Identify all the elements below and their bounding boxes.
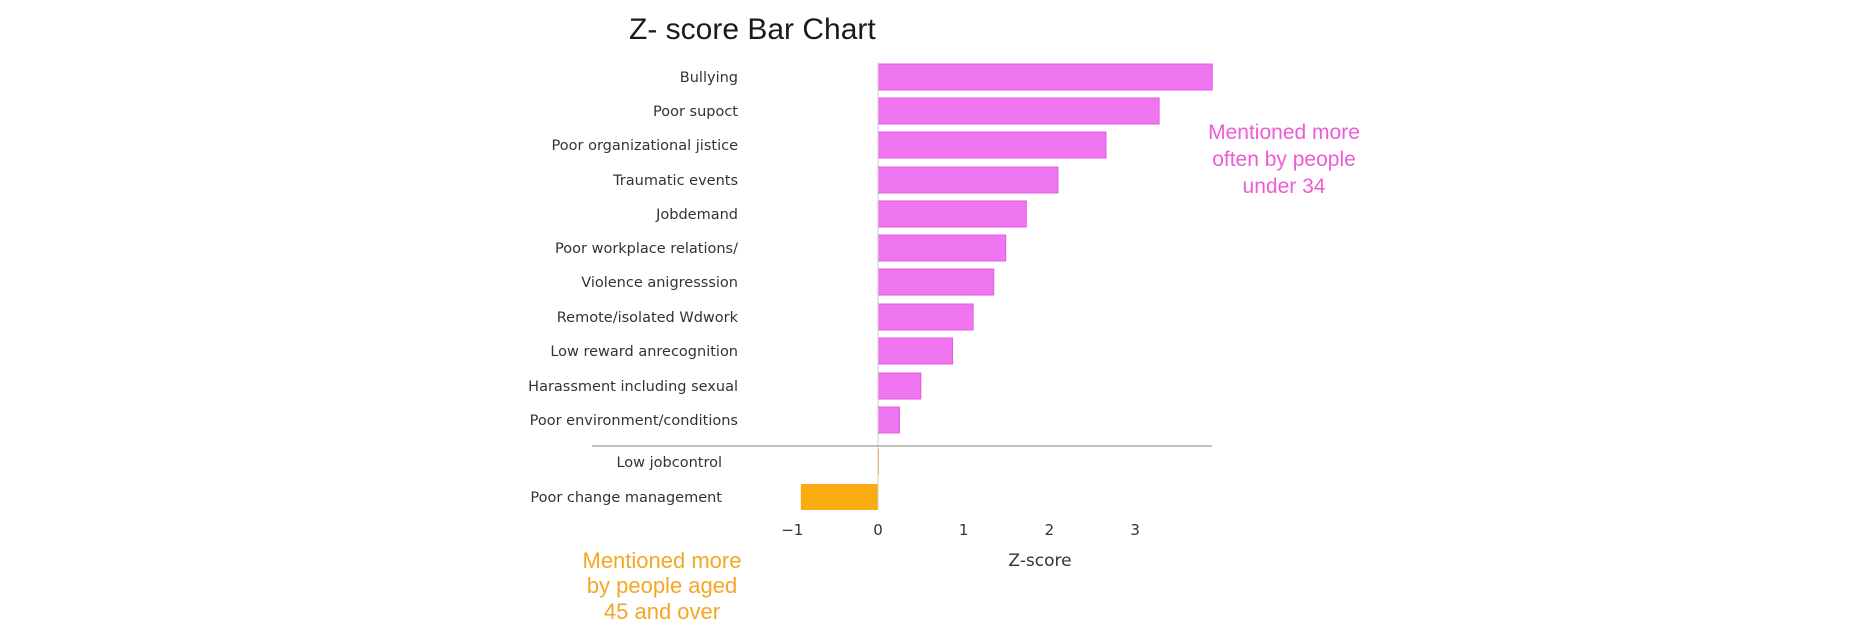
bar — [877, 337, 954, 365]
category-labels-group: Bullying Poor supoct Poor organizational j… — [528, 70, 738, 506]
bar — [877, 234, 1007, 262]
x-tick-label: 3 — [1130, 521, 1140, 539]
category-label: Remote/isolated Wdwork — [557, 310, 739, 326]
x-tick-label: 2 — [1045, 521, 1055, 539]
category-label: Low reward anrecognition — [550, 344, 738, 360]
bar — [877, 200, 1027, 228]
category-label: Poor organizational jistice — [552, 138, 739, 154]
chart-title: Z- score Bar Chart — [629, 13, 876, 46]
category-label: Poor change management — [530, 490, 722, 506]
category-label: Harassment including sexual — [528, 379, 738, 395]
annotation-line: often by people — [1212, 148, 1356, 171]
annotation-under-34: Mentioned more often by people under 34 — [1208, 121, 1360, 198]
bar — [877, 166, 1059, 194]
bar — [800, 484, 878, 510]
annotation-45-and-over: Mentioned more by people aged 45 and ove… — [583, 548, 742, 624]
category-label: Violence anigresssion — [581, 275, 738, 291]
category-label: Poor supoct — [653, 104, 738, 120]
annotation-line: under 34 — [1243, 175, 1326, 198]
category-label: Poor workplace relations/ — [555, 241, 738, 257]
category-label: Poor environment/conditions — [530, 413, 738, 429]
category-label: Jobdemand — [655, 207, 738, 223]
x-tick-label: −1 — [781, 521, 803, 539]
annotation-line: by people aged — [587, 573, 737, 598]
annotation-line: Mentioned more — [1208, 121, 1360, 144]
bar — [877, 97, 1160, 125]
x-tick-label: 0 — [873, 521, 883, 539]
x-axis-label: Z-score — [1008, 551, 1071, 571]
bar — [877, 131, 1107, 159]
bar — [877, 372, 922, 400]
bar — [877, 63, 1213, 91]
bars-group — [800, 63, 1213, 510]
category-label: Traumatic events — [612, 173, 738, 189]
bar — [877, 303, 974, 331]
category-label: Bullying — [680, 70, 738, 86]
x-tick-labels-group: −1 0 1 2 3 — [781, 521, 1140, 539]
category-label: Low jobcontrol — [616, 455, 722, 471]
bar — [877, 268, 995, 296]
annotation-line: Mentioned more — [583, 548, 742, 573]
annotation-line: 45 and over — [604, 599, 720, 624]
bar — [877, 406, 900, 434]
x-tick-label: 1 — [959, 521, 969, 539]
